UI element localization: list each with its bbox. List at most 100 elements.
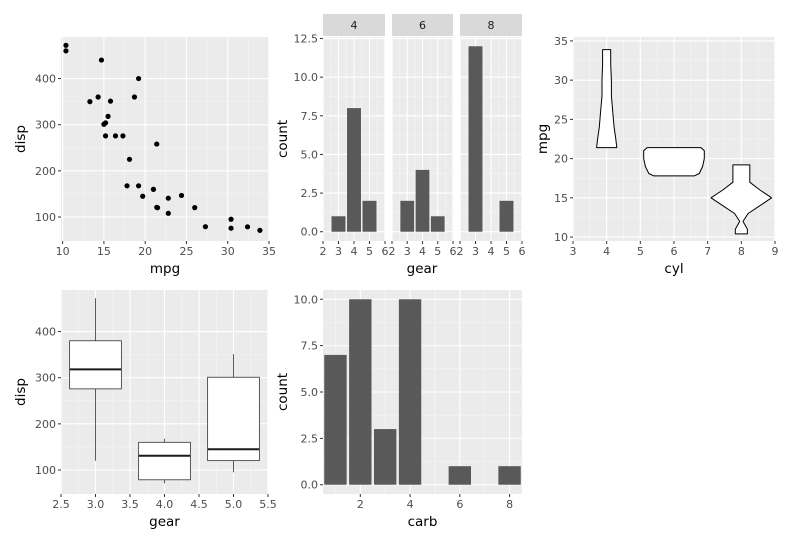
x-tick-label: 8 bbox=[506, 498, 513, 511]
scatter-point bbox=[101, 121, 107, 127]
x-tick-label: 3 bbox=[472, 245, 479, 258]
x-tick-label: 4 bbox=[407, 498, 414, 511]
scatter-point bbox=[105, 113, 111, 119]
scatter-point bbox=[131, 94, 138, 100]
y-axis-title: count bbox=[275, 120, 291, 158]
x-tick-label: 8 bbox=[738, 245, 745, 258]
y-tick-label: 0.0 bbox=[301, 479, 319, 492]
y-tick-label: 7.5 bbox=[301, 340, 319, 353]
bar bbox=[362, 200, 377, 232]
bar bbox=[349, 299, 372, 485]
x-tick-label: 30 bbox=[221, 245, 235, 258]
x-tick-label: 20 bbox=[138, 245, 152, 258]
x-tick-label: 6 bbox=[450, 245, 457, 258]
x-tick-label: 35 bbox=[262, 245, 276, 258]
bar bbox=[347, 108, 361, 232]
violin-panel: 3 4 5 6 7 8 9 10 15 20 25 30 35 cyl mpg bbox=[535, 35, 779, 277]
facet-strip-label: 8 bbox=[488, 19, 495, 32]
x-tick-label: 7 bbox=[704, 245, 711, 258]
y-axis-title: disp bbox=[13, 125, 29, 153]
violin bbox=[710, 164, 773, 235]
bar bbox=[498, 466, 521, 485]
bar bbox=[331, 216, 346, 232]
y-tick-label: 7.5 bbox=[301, 110, 319, 123]
x-tick-label: 5 bbox=[637, 245, 644, 258]
x-tick-label: 2 bbox=[320, 245, 327, 258]
scatter-point bbox=[154, 141, 160, 147]
x-axis-title: carb bbox=[408, 514, 438, 530]
x-tick-label: 10 bbox=[56, 245, 70, 258]
x-tick-label: 25 bbox=[179, 245, 193, 258]
violin bbox=[643, 147, 705, 177]
x-tick-label: 2 bbox=[357, 498, 364, 511]
x-tick-label: 9 bbox=[772, 245, 779, 258]
facet-strip bbox=[323, 14, 385, 36]
scatter-point bbox=[98, 57, 105, 63]
y-tick-label: 15 bbox=[554, 192, 568, 205]
scatter-point bbox=[135, 75, 142, 82]
boxplot-panel: 2.5 3.0 3.5 4.0 4.5 5.0 5.5 100 200 300 400 gear dis… bbox=[13, 290, 277, 530]
x-tick-label: 5.0 bbox=[225, 498, 243, 511]
box bbox=[69, 340, 122, 390]
y-tick-label: 12.5 bbox=[294, 33, 319, 46]
x-tick-label: 6 bbox=[456, 498, 463, 511]
scatter-point bbox=[63, 48, 69, 54]
bar bbox=[415, 169, 430, 232]
bar bbox=[448, 466, 472, 485]
y-tick-label: 100 bbox=[35, 211, 56, 224]
bar bbox=[400, 200, 415, 232]
x-tick-label: 3 bbox=[335, 245, 342, 258]
x-tick-label: 3.5 bbox=[121, 498, 139, 511]
facet-strip bbox=[392, 14, 453, 36]
scatter-point bbox=[165, 210, 171, 216]
facet-strip-label: 6 bbox=[419, 19, 426, 32]
box bbox=[207, 376, 260, 462]
y-tick-label: 25 bbox=[554, 113, 568, 126]
facet-strip-label: 4 bbox=[351, 19, 358, 32]
x-tick-label: 4.0 bbox=[156, 498, 174, 511]
scatter-point bbox=[244, 224, 251, 230]
scatter-point bbox=[192, 205, 198, 211]
y-tick-label: 10.0 bbox=[294, 71, 319, 84]
scatter-point bbox=[102, 133, 109, 139]
x-axis-title: mpg bbox=[150, 261, 180, 277]
y-axis-title: mpg bbox=[535, 124, 551, 154]
facet-strip bbox=[460, 14, 522, 36]
x-tick-label: 2.5 bbox=[52, 498, 70, 511]
scatter-point bbox=[154, 204, 160, 210]
x-tick-label: 4 bbox=[351, 245, 358, 258]
scatter-point bbox=[150, 186, 157, 192]
y-tick-label: 300 bbox=[35, 372, 56, 385]
x-axis-title: cyl bbox=[664, 261, 683, 277]
y-axis-title: disp bbox=[13, 378, 29, 406]
y-tick-label: 200 bbox=[35, 418, 56, 431]
scatter-point bbox=[228, 216, 234, 222]
y-tick-label: 30 bbox=[554, 74, 568, 87]
x-tick-label: 5 bbox=[503, 245, 510, 258]
scatter-point bbox=[135, 183, 142, 189]
x-tick-label: 5 bbox=[366, 245, 373, 258]
x-tick-label: 15 bbox=[97, 245, 111, 258]
scatter-point bbox=[165, 195, 171, 201]
x-axis-title: gear bbox=[149, 514, 180, 530]
y-tick-label: 5.0 bbox=[301, 386, 319, 399]
y-tick-label: 2.5 bbox=[301, 187, 319, 200]
scatter-point bbox=[95, 94, 101, 100]
x-tick-label: 4 bbox=[603, 245, 610, 258]
scatter-point bbox=[140, 193, 146, 199]
scatter-point bbox=[126, 156, 133, 162]
scatter-point bbox=[228, 225, 234, 231]
y-tick-label: 10 bbox=[554, 231, 568, 244]
x-axis-title: gear bbox=[407, 261, 438, 277]
scatter-point bbox=[202, 224, 209, 230]
bar bbox=[398, 299, 422, 485]
x-tick-label: 3 bbox=[404, 245, 411, 258]
scatter-point bbox=[87, 99, 93, 105]
y-tick-label: 0.0 bbox=[301, 226, 319, 239]
x-tick-label: 5 bbox=[434, 245, 441, 258]
bar bbox=[468, 46, 483, 232]
y-tick-label: 100 bbox=[35, 464, 56, 477]
box bbox=[138, 441, 191, 481]
x-tick-label: 2 bbox=[389, 245, 396, 258]
x-tick-label: 6 bbox=[519, 245, 526, 258]
